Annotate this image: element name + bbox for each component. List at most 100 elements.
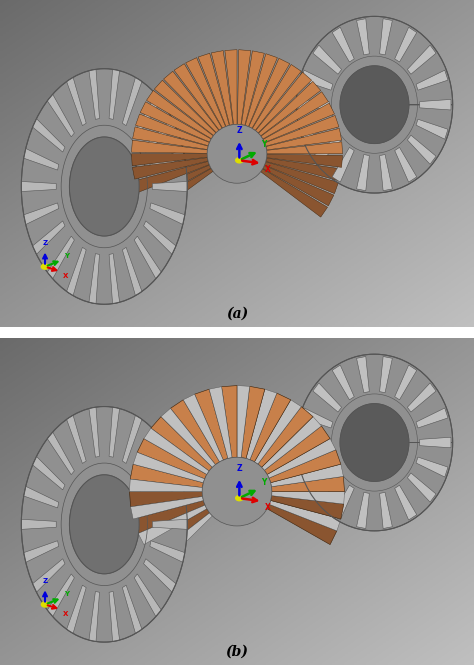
Polygon shape <box>332 485 354 520</box>
Polygon shape <box>395 365 417 400</box>
Polygon shape <box>67 585 86 634</box>
Polygon shape <box>24 541 59 563</box>
Polygon shape <box>264 162 338 194</box>
Polygon shape <box>133 501 205 533</box>
Polygon shape <box>109 253 119 304</box>
Polygon shape <box>67 415 86 464</box>
Circle shape <box>41 264 49 269</box>
Polygon shape <box>155 80 216 136</box>
Polygon shape <box>152 519 187 529</box>
Polygon shape <box>153 172 216 226</box>
Polygon shape <box>248 180 288 250</box>
Polygon shape <box>332 365 354 400</box>
Polygon shape <box>133 127 208 150</box>
Polygon shape <box>134 432 161 475</box>
Polygon shape <box>33 118 65 152</box>
Polygon shape <box>258 172 319 227</box>
Polygon shape <box>246 523 280 594</box>
Polygon shape <box>122 415 142 464</box>
Polygon shape <box>269 501 341 531</box>
Polygon shape <box>21 406 187 642</box>
Polygon shape <box>47 236 74 279</box>
Text: Z: Z <box>42 578 48 584</box>
Polygon shape <box>33 559 65 592</box>
Polygon shape <box>146 90 213 139</box>
Polygon shape <box>255 175 310 236</box>
Polygon shape <box>356 492 369 529</box>
Polygon shape <box>24 148 59 170</box>
Polygon shape <box>21 68 187 305</box>
Polygon shape <box>416 457 448 477</box>
Text: Z: Z <box>237 464 242 473</box>
Polygon shape <box>209 525 233 597</box>
Ellipse shape <box>340 66 409 144</box>
Polygon shape <box>245 54 277 126</box>
Polygon shape <box>269 450 341 483</box>
Polygon shape <box>144 428 209 474</box>
Polygon shape <box>407 473 436 502</box>
Polygon shape <box>241 182 263 257</box>
Polygon shape <box>272 491 345 504</box>
Polygon shape <box>150 541 185 563</box>
Polygon shape <box>250 393 291 462</box>
Polygon shape <box>129 491 202 507</box>
Ellipse shape <box>69 137 139 236</box>
Polygon shape <box>267 439 336 478</box>
Polygon shape <box>420 99 451 110</box>
Text: Y: Y <box>262 478 267 487</box>
Circle shape <box>236 495 243 501</box>
Polygon shape <box>184 180 225 249</box>
Polygon shape <box>266 154 343 168</box>
Polygon shape <box>380 356 392 393</box>
Polygon shape <box>255 400 301 464</box>
Polygon shape <box>137 439 207 479</box>
Polygon shape <box>356 19 369 55</box>
Polygon shape <box>301 408 333 428</box>
Polygon shape <box>224 526 237 598</box>
Polygon shape <box>262 417 321 470</box>
Polygon shape <box>209 386 232 458</box>
Polygon shape <box>267 504 337 545</box>
Text: X: X <box>63 273 68 279</box>
Polygon shape <box>237 525 253 598</box>
Polygon shape <box>89 253 100 304</box>
Polygon shape <box>332 27 354 62</box>
Polygon shape <box>131 154 207 166</box>
Polygon shape <box>237 386 250 458</box>
Polygon shape <box>407 135 436 164</box>
Polygon shape <box>395 27 417 62</box>
Polygon shape <box>272 476 345 491</box>
Polygon shape <box>416 408 448 428</box>
Polygon shape <box>407 383 436 412</box>
Polygon shape <box>265 509 330 555</box>
Ellipse shape <box>340 404 409 481</box>
Polygon shape <box>21 182 56 192</box>
Polygon shape <box>67 247 86 296</box>
Polygon shape <box>249 59 290 128</box>
Polygon shape <box>380 492 392 529</box>
Polygon shape <box>225 50 237 124</box>
Polygon shape <box>140 102 211 142</box>
Polygon shape <box>241 51 264 125</box>
Polygon shape <box>246 389 277 460</box>
Polygon shape <box>313 383 342 412</box>
Polygon shape <box>264 426 330 474</box>
Polygon shape <box>153 513 212 567</box>
Polygon shape <box>420 437 451 448</box>
Polygon shape <box>380 154 392 191</box>
Polygon shape <box>136 114 210 146</box>
Text: Y: Y <box>64 253 69 259</box>
Polygon shape <box>313 45 342 74</box>
Polygon shape <box>150 203 185 225</box>
Polygon shape <box>296 354 453 531</box>
Polygon shape <box>251 521 291 589</box>
Polygon shape <box>122 585 142 634</box>
Polygon shape <box>150 148 185 170</box>
Text: Y: Y <box>262 140 267 149</box>
Text: (b): (b) <box>226 645 248 659</box>
Polygon shape <box>89 407 100 457</box>
Polygon shape <box>265 116 339 146</box>
Polygon shape <box>380 19 392 55</box>
Polygon shape <box>130 464 203 487</box>
Polygon shape <box>261 92 328 139</box>
